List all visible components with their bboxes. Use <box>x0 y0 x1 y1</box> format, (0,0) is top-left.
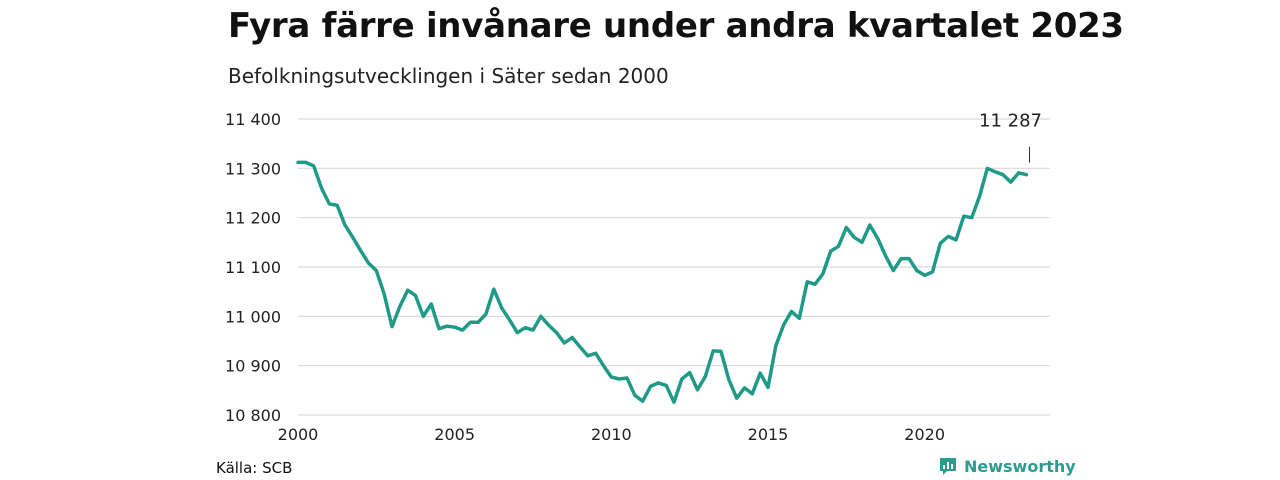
series-line-0 <box>296 160 1029 404</box>
y-tick-label: 11 300 <box>225 159 281 178</box>
y-tick-label: 11 400 <box>225 110 281 129</box>
chart-subtitle: Befolkningsutvecklingen i Säter sedan 20… <box>228 64 669 88</box>
y-tick-label: 11 000 <box>225 307 281 326</box>
x-tick-label: 2010 <box>591 425 632 444</box>
y-tick-label: 10 900 <box>225 357 281 376</box>
source-note: Källa: SCB <box>216 459 293 477</box>
chart-title: Fyra färre invånare under andra kvartale… <box>228 6 1124 46</box>
x-tick-label: 2000 <box>278 425 319 444</box>
x-axis-ticks: 2000 2005 2010 2015 2020 <box>278 425 945 444</box>
x-tick-label: 2020 <box>904 425 945 444</box>
y-tick-label: 11 200 <box>225 209 281 228</box>
series-group <box>296 160 1029 404</box>
end-annotation: 11 287 <box>979 111 1042 163</box>
bar-chart-icon <box>940 458 956 475</box>
x-tick-label: 2015 <box>748 425 789 444</box>
y-tick-label: 10 800 <box>225 406 281 425</box>
y-axis-ticks: 10 800 10 900 11 000 11 100 11 200 11 300 11 4… <box>225 110 281 425</box>
brand-logo[interactable]: Newsworthy <box>938 456 1076 476</box>
x-tick-label: 2005 <box>434 425 475 444</box>
brand-name: Newsworthy <box>964 456 1076 476</box>
end-value-label: 11 287 <box>979 111 1042 132</box>
y-tick-label: 11 100 <box>225 258 281 277</box>
gridlines <box>298 118 1050 416</box>
